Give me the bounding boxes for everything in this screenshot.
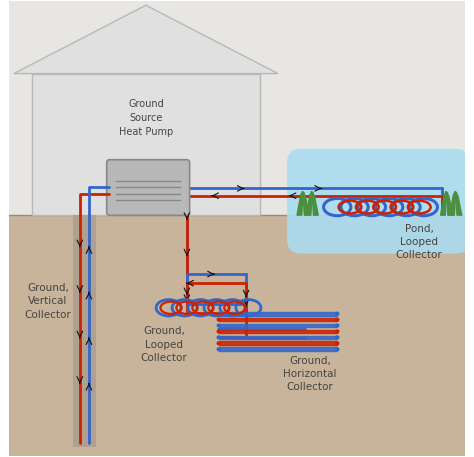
- Polygon shape: [14, 5, 278, 74]
- Ellipse shape: [335, 335, 339, 340]
- Ellipse shape: [217, 324, 221, 328]
- Ellipse shape: [335, 329, 339, 334]
- Ellipse shape: [335, 347, 339, 351]
- Ellipse shape: [335, 312, 339, 316]
- Ellipse shape: [335, 324, 339, 328]
- Text: Ground,
Vertical
Collector: Ground, Vertical Collector: [25, 283, 71, 319]
- Ellipse shape: [217, 335, 221, 340]
- Text: Ground
Source
Heat Pump: Ground Source Heat Pump: [119, 99, 173, 138]
- Ellipse shape: [217, 318, 221, 322]
- Ellipse shape: [217, 329, 221, 334]
- FancyBboxPatch shape: [287, 149, 469, 254]
- Text: Ground,
Looped
Collector: Ground, Looped Collector: [141, 326, 188, 363]
- Polygon shape: [32, 74, 260, 215]
- Ellipse shape: [335, 318, 339, 322]
- Ellipse shape: [335, 341, 339, 345]
- Text: Ground,
Horizontal
Collector: Ground, Horizontal Collector: [283, 356, 337, 393]
- Ellipse shape: [217, 341, 221, 345]
- Polygon shape: [9, 1, 465, 215]
- Ellipse shape: [217, 312, 221, 316]
- Polygon shape: [73, 215, 96, 447]
- FancyBboxPatch shape: [107, 159, 190, 215]
- Ellipse shape: [217, 347, 221, 351]
- Polygon shape: [9, 215, 465, 456]
- Text: Pond,
Looped
Collector: Pond, Looped Collector: [396, 224, 443, 260]
